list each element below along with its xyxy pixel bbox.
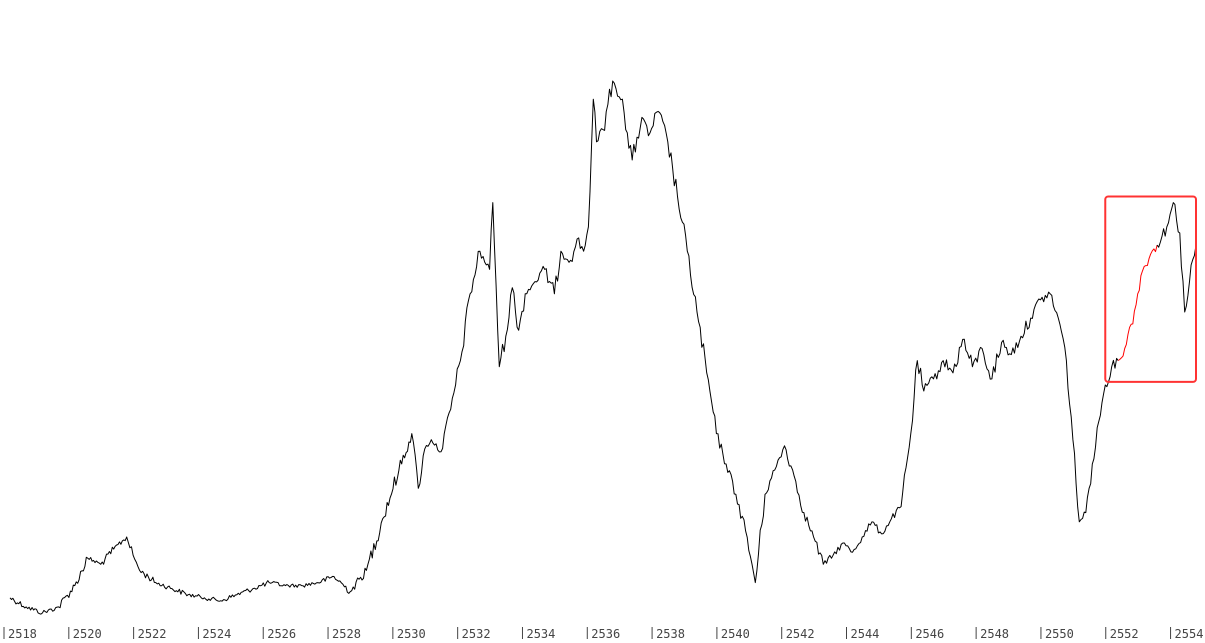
x-tick-label: 2528 (332, 627, 361, 641)
x-tick-label: 2540 (721, 627, 750, 641)
x-tick-label: 2536 (591, 627, 620, 641)
x-tick-label: 2538 (656, 627, 685, 641)
series-line-0 (9, 80, 1119, 615)
series-line-1 (1117, 244, 1158, 361)
x-tick-label: 2552 (1110, 627, 1139, 641)
x-tick-label: 2548 (980, 627, 1009, 641)
x-tick-label: 2522 (138, 627, 167, 641)
highlight-box-group (1104, 195, 1197, 383)
series-line-2 (1156, 202, 1197, 313)
x-tick-label: 2518 (8, 627, 37, 641)
highlight-box (1104, 195, 1197, 383)
x-tick-label: 2544 (851, 627, 880, 641)
series-group (9, 80, 1197, 615)
x-tick-label: 2520 (73, 627, 102, 641)
x-tick-label: 2546 (915, 627, 944, 641)
x-tick-label: 2554 (1175, 627, 1204, 641)
x-axis: 2518 2520 2522 2524 2526 2528 2530 2532 2534 2536… (3, 627, 1204, 641)
x-tick-label: 2542 (786, 627, 815, 641)
x-tick-label: 2524 (202, 627, 231, 641)
x-tick-label: 2550 (1045, 627, 1074, 641)
x-tick-label: 2526 (267, 627, 296, 641)
x-tick-label: 2534 (526, 627, 555, 641)
x-tick-label: 2530 (397, 627, 426, 641)
x-tick-label: 2532 (462, 627, 491, 641)
